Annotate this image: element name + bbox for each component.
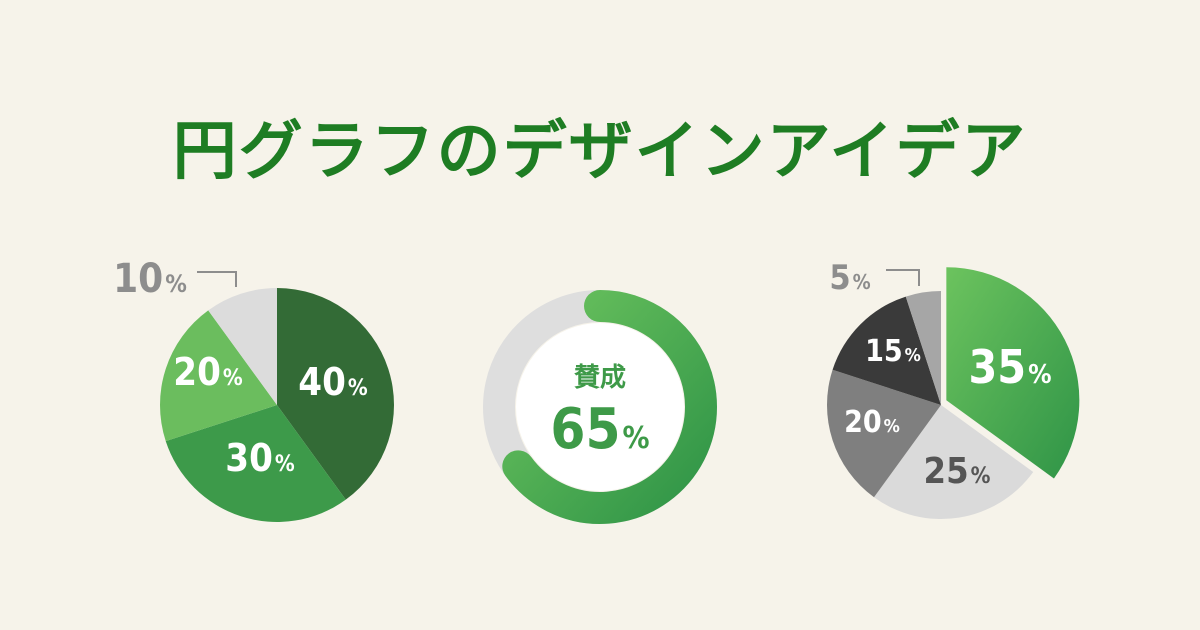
pie-right-slice	[873, 405, 1034, 520]
pie-left-slice-label: 30%	[225, 436, 295, 480]
pie-right-slice	[946, 267, 1080, 479]
pie-chart-left: 40%30% 20% 10%	[113, 256, 395, 522]
donut-center-value: 65%	[550, 397, 649, 462]
pie-left-slice	[208, 288, 277, 405]
donut-center-label: 賛成	[574, 363, 626, 393]
pie-chart-right: 35% 25% 20 % 15 % 5%	[826, 258, 1080, 520]
pie-right-slice	[832, 296, 941, 405]
page-title: 円グラフのデザインアイデア	[172, 115, 1028, 189]
pie-right-slice-label: 35%	[968, 340, 1051, 394]
pie-left-slice-label: 40%	[298, 360, 368, 404]
pie-left-slice	[277, 288, 395, 500]
pie-right-slice	[826, 369, 941, 498]
pie-left-slice-label: 10%	[113, 256, 187, 302]
pie-right-leader-line	[886, 269, 920, 286]
pie-right-slice-label: 20%	[844, 405, 900, 440]
pie-right-slice	[905, 291, 941, 405]
pie-right-slice-label: 15%	[865, 334, 921, 369]
donut-center	[516, 323, 684, 491]
pie-left-slice	[165, 405, 346, 522]
pie-right-slice-label: 5%	[829, 258, 870, 298]
donut-chart-center: 賛成 65%	[483, 290, 717, 524]
donut-value-arc	[502, 290, 717, 524]
pie-left-leader-line	[197, 271, 237, 287]
pie-right-slice-label: 25%	[924, 451, 991, 492]
pie-left-slice-label: 20%	[173, 350, 243, 394]
pie-left-slice	[159, 310, 277, 442]
